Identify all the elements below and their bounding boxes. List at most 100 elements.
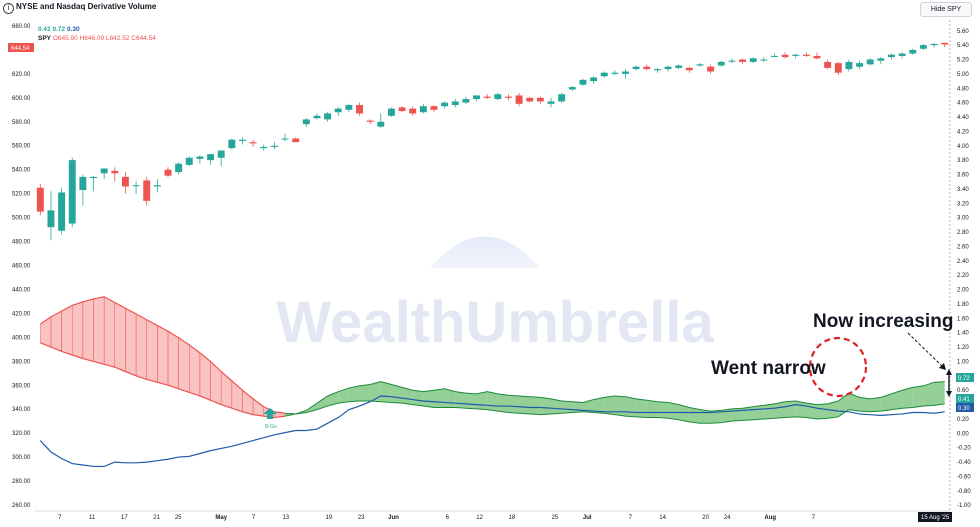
green-cloud-segment xyxy=(572,401,583,413)
spy-candle xyxy=(749,57,757,64)
x-tick-label: 14 xyxy=(659,515,666,521)
time-axis: 7 11 17 21 25 May 7 13 19 23 Jun 6 12 18 25 Jul 7 14 20 24 A… xyxy=(58,512,952,522)
right-indicator-axis: 5.60 5.40 5.20 5.00 4.80 4.60 4.40 4.20 4.00 3.80… xyxy=(957,29,971,509)
candle-body xyxy=(100,168,108,174)
red-cloud-segment xyxy=(61,305,73,356)
spy-candle xyxy=(153,179,161,193)
candle-body xyxy=(685,67,693,71)
x-tick-label: 7 xyxy=(629,515,633,521)
candle-body xyxy=(313,115,321,119)
chart-header: i NYSE and Nasdaq Derivative Volume Hide… xyxy=(0,0,980,17)
right-tick-label: 2.60 xyxy=(957,244,969,250)
spy-candle xyxy=(79,174,87,206)
indicator-legend: 0.41 0.72 0.30 xyxy=(38,26,80,33)
red-cloud-segment xyxy=(189,344,201,397)
red-cloud-segment xyxy=(72,301,84,359)
green-cloud-segment xyxy=(699,409,711,424)
green-cloud-segment xyxy=(721,408,732,423)
green-cloud-segment xyxy=(785,401,796,418)
spy-candle xyxy=(441,101,449,109)
right-tick-label: 2.00 xyxy=(957,288,969,294)
hide-spy-button[interactable]: Hide SPY xyxy=(920,2,972,17)
watermark-text: WealthUmbrella xyxy=(276,290,714,355)
right-tick-label: 4.00 xyxy=(957,144,969,150)
spy-candle xyxy=(494,93,502,101)
red-cloud-segment xyxy=(157,325,169,386)
right-tick-label: 0.00 xyxy=(957,431,969,437)
spy-candle xyxy=(558,93,566,103)
candle-body xyxy=(579,79,587,85)
spy-candle xyxy=(845,59,853,72)
red-cloud-segment xyxy=(50,310,62,352)
candle-body xyxy=(111,170,119,174)
candle-body xyxy=(47,210,55,228)
spy-candle xyxy=(707,64,715,74)
info-icon[interactable]: i xyxy=(3,3,14,14)
red-cloud-segment xyxy=(252,398,264,417)
green-cloud-segment xyxy=(657,401,669,419)
green-cloud-segment xyxy=(423,390,434,408)
red-cloud-upper-line xyxy=(39,296,286,414)
green-cloud-segment xyxy=(433,388,445,408)
right-tick-label: 3.40 xyxy=(957,187,969,193)
green-cloud-segment xyxy=(391,384,403,404)
candle-body xyxy=(207,154,215,161)
candle-body xyxy=(292,138,300,143)
spy-candle xyxy=(941,42,949,47)
candle-body xyxy=(228,139,236,149)
red-cloud-segment xyxy=(135,313,147,380)
red-cloud-segment xyxy=(40,316,52,348)
candle-body xyxy=(377,121,385,127)
left-tick-label: 660.00 xyxy=(12,24,31,30)
candle-body xyxy=(196,156,204,159)
tag-value-041: 0.41 xyxy=(958,397,970,403)
green-cloud-segment xyxy=(529,396,541,415)
right-tick-label: 1.20 xyxy=(957,345,969,351)
left-tick-label: 260.00 xyxy=(12,503,31,509)
x-tick-label: 15 Aug '25 xyxy=(921,515,950,521)
left-tick-label: 540.00 xyxy=(12,168,31,174)
spy-candle xyxy=(302,118,310,127)
arrow-down-head-icon xyxy=(946,391,952,397)
green-cloud-segment xyxy=(774,401,786,419)
spy-candle xyxy=(36,184,44,216)
candle-body xyxy=(302,119,310,125)
spy-candle xyxy=(792,53,800,59)
candle-body xyxy=(898,53,906,56)
right-tick-label: -0.20 xyxy=(957,446,971,452)
spy-candle xyxy=(728,58,736,64)
green-cloud-segment xyxy=(614,395,626,417)
candle-body xyxy=(483,96,491,98)
right-value-tags: 0.72 0.41 0.30 xyxy=(956,373,974,412)
candle-body xyxy=(909,49,917,54)
candle-body xyxy=(132,185,140,187)
spy-candle xyxy=(739,58,746,65)
right-tick-label: 4.80 xyxy=(957,86,969,92)
spy-candle xyxy=(345,103,353,113)
candle-body xyxy=(781,54,789,58)
x-tick-label: Aug xyxy=(764,515,776,521)
x-tick-label: 18 xyxy=(509,515,516,521)
x-tick-label: 25 xyxy=(175,515,182,521)
now-increasing-label: Now increasing xyxy=(813,311,953,332)
spy-candle xyxy=(877,57,885,65)
green-cloud-segment xyxy=(646,400,658,418)
green-cloud-segment xyxy=(742,406,754,421)
green-cloud-segment xyxy=(689,407,700,424)
right-tick-label: 3.80 xyxy=(957,158,969,164)
candle-body xyxy=(217,150,225,158)
candle-body xyxy=(387,108,395,116)
candle-body xyxy=(419,106,427,113)
spy-candle xyxy=(888,53,895,60)
candle-body xyxy=(707,66,715,72)
candle-body xyxy=(334,108,342,113)
spy-candle xyxy=(366,119,374,125)
red-cloud-segment xyxy=(178,337,190,393)
right-tick-label: -0.60 xyxy=(957,474,971,480)
candle-body xyxy=(611,72,619,74)
candle-body xyxy=(622,71,629,74)
candle-body xyxy=(58,192,66,231)
right-tick-label: 1.00 xyxy=(957,359,969,365)
spy-candle xyxy=(270,142,278,150)
